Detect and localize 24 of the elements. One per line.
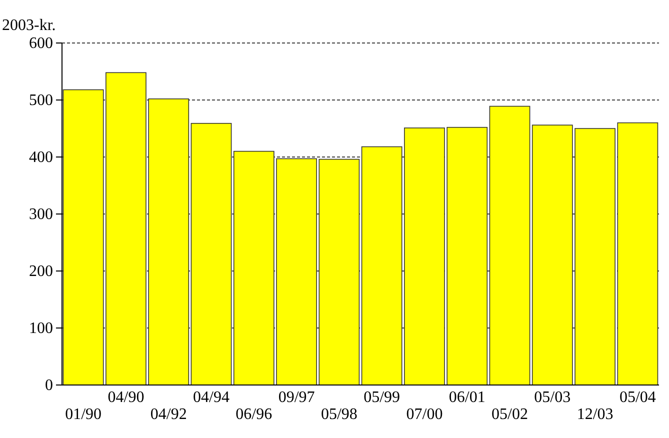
x-tick-label: 01/90 [65,406,102,423]
x-tick-label: 04/90 [108,389,144,406]
y-tick-label: 600 [29,35,53,52]
x-tick-label: 05/98 [320,406,358,423]
x-tick-label: 05/99 [364,389,400,406]
y-tick-label: 300 [29,206,53,224]
x-tick-label: 06/01 [448,389,486,406]
bar [190,122,232,386]
x-tick-label: 06/96 [236,406,272,423]
x-tick-label: 05/03 [534,389,571,406]
y-tick-label: 100 [29,320,53,338]
x-tick-label: 05/04 [619,389,656,406]
y-tick-label: 400 [29,149,53,166]
x-tick-label: 12/03 [576,406,614,423]
x-tick-label: 07/00 [406,406,443,423]
x-tick-label: 04/92 [150,406,187,423]
x-tick-label: 05/02 [492,406,528,423]
x-tick-label: 09/97 [278,389,315,406]
y-axis-title: 2003-kr. [2,17,56,34]
y-tick-label: 0 [45,377,53,394]
y-tick-label: 200 [29,263,53,280]
x-tick-label: 04/94 [193,389,230,406]
y-tick-label: 500 [29,92,53,110]
bar [489,106,530,386]
